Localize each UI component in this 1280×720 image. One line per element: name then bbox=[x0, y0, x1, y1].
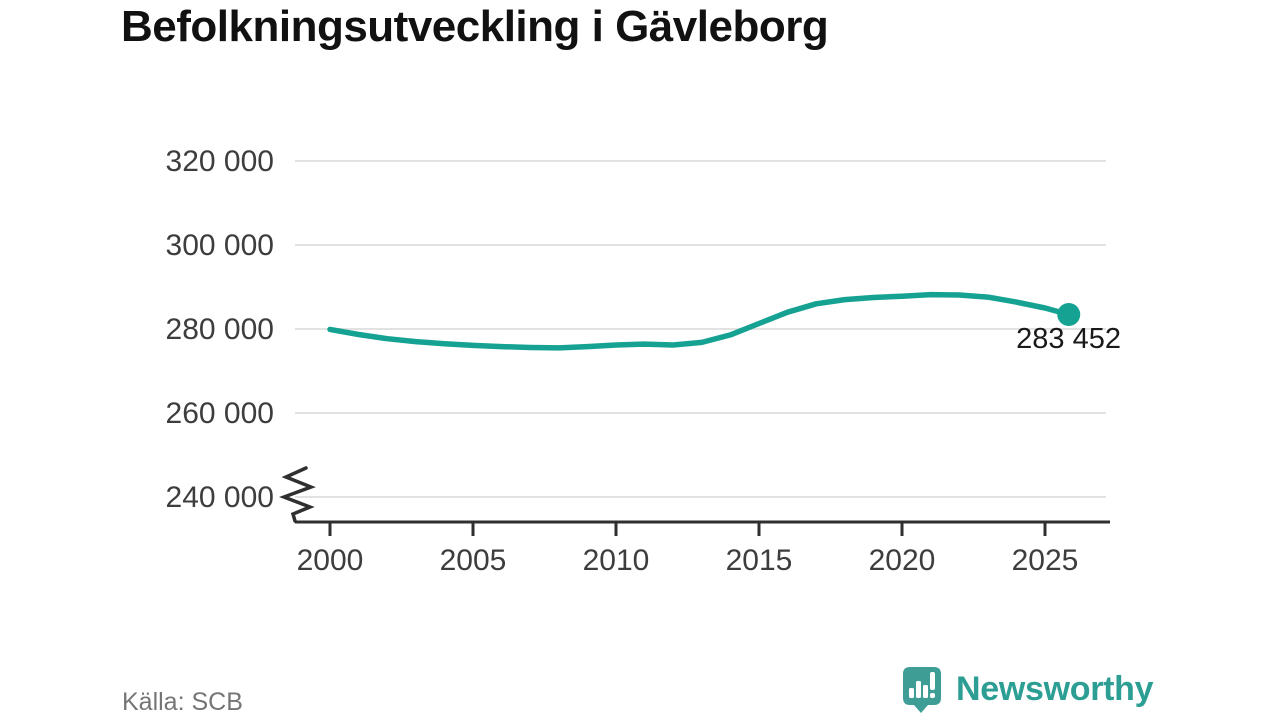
bar-chart-glyph bbox=[909, 672, 935, 698]
newsworthy-logo-icon bbox=[903, 667, 941, 713]
x-tick-label: 2020 bbox=[869, 544, 936, 577]
axis-break-icon bbox=[279, 466, 316, 523]
x-tick-label: 2005 bbox=[440, 544, 507, 577]
y-tick-label: 320 000 bbox=[166, 145, 274, 178]
population-line bbox=[327, 291, 1072, 351]
y-tick-label: 280 000 bbox=[166, 313, 274, 346]
axes bbox=[279, 466, 1110, 536]
x-tick-label: 2015 bbox=[726, 544, 793, 577]
gridlines bbox=[295, 160, 1106, 498]
data-series: 283 452 bbox=[327, 291, 1121, 355]
newsworthy-branding: Newsworthy bbox=[901, 664, 1154, 714]
axis-labels: 240 000 260 000 280 000 300 000 320 000 2000 2… bbox=[166, 145, 1079, 577]
x-tick-label: 2000 bbox=[297, 544, 364, 577]
x-tick-label: 2010 bbox=[583, 544, 650, 577]
latest-value-label: 283 452 bbox=[1016, 323, 1121, 355]
x-tick-label: 2025 bbox=[1012, 544, 1079, 577]
chart-title: Befolkningsutveckling i Gävleborg bbox=[121, 2, 829, 51]
latest-value-dot bbox=[1057, 303, 1081, 327]
source-note: Källa: SCB bbox=[122, 688, 243, 716]
y-tick-label: 260 000 bbox=[166, 397, 274, 430]
speech-bubble-shape bbox=[903, 667, 941, 713]
y-tick-label: 240 000 bbox=[166, 481, 274, 514]
brand-name: Newsworthy bbox=[956, 670, 1154, 708]
y-tick-label: 300 000 bbox=[166, 229, 274, 262]
